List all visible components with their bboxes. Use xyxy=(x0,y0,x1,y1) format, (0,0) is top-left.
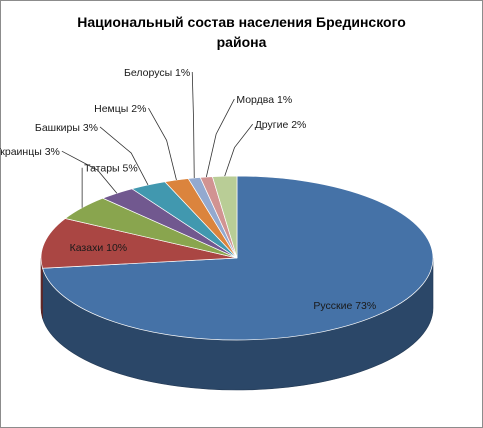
chart-title-line-1: Национальный состав населения Брединског… xyxy=(77,14,406,30)
slice-2[interactable] xyxy=(40,218,238,269)
slice-5-label: Башкиры 3% xyxy=(35,122,98,134)
slice-9-leader xyxy=(224,123,254,177)
slice-6-label: Немцы 2% xyxy=(94,103,146,115)
chart-title-line-2: района xyxy=(216,34,267,50)
chart-title: Национальный состав населения Брединског… xyxy=(20,12,463,52)
slice-1-label: Русские 73% xyxy=(313,300,376,312)
slice-7-label: Белорусы 1% xyxy=(124,67,190,79)
slice-7-leader xyxy=(191,71,195,178)
slice-1[interactable] xyxy=(42,175,434,341)
slice-9-label: Другие 2% xyxy=(255,119,307,131)
data-labels: Русские 73% Казахи 10% Татары 5% Украинцы 3… xyxy=(0,67,376,312)
pie-slices xyxy=(40,175,434,341)
slice-3-label: Татары 5% xyxy=(84,163,138,175)
slice-8-leader xyxy=(205,98,235,178)
slice-8-label: Мордва 1% xyxy=(236,94,292,106)
slice-6-leader xyxy=(148,107,177,181)
slice-2-label: Казахи 10% xyxy=(70,242,128,254)
slice-9[interactable] xyxy=(211,175,238,259)
slice-4-leader xyxy=(61,150,118,194)
slice-4-label: Украинцы 3% xyxy=(0,146,60,158)
label-leader-lines xyxy=(61,71,254,208)
slice-5-leader xyxy=(99,126,149,186)
